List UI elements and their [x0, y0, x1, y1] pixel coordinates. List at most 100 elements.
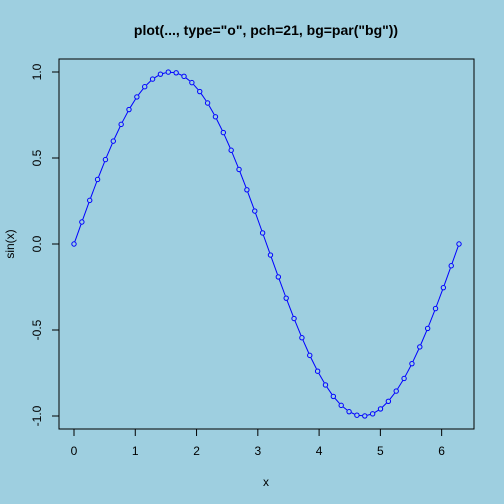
- data-point: [291, 315, 297, 322]
- series-segment: [138, 88, 144, 96]
- data-point: [102, 156, 109, 163]
- y-axis-label: sin(x): [3, 229, 17, 258]
- series-segment: [435, 289, 443, 307]
- series-segment: [113, 126, 121, 139]
- series-segment: [278, 279, 286, 296]
- series-segment: [223, 134, 231, 149]
- data-point: [157, 71, 164, 77]
- data-point: [275, 274, 282, 280]
- data-point: [338, 402, 344, 409]
- data-point: [283, 295, 289, 301]
- data-point: [173, 70, 179, 76]
- data-point: [417, 344, 423, 350]
- data-point: [432, 305, 439, 312]
- data-point: [346, 408, 352, 415]
- x-tick-label: 5: [377, 444, 384, 458]
- data-point: [118, 121, 124, 128]
- data-point: [252, 208, 258, 214]
- data-point: [424, 325, 431, 332]
- series-segment: [412, 349, 420, 362]
- data-point: [409, 360, 415, 367]
- data-point: [134, 94, 140, 100]
- data-point: [314, 368, 321, 374]
- data-point: [94, 176, 101, 183]
- series-segment: [263, 235, 271, 253]
- series-segment: [334, 398, 340, 404]
- y-axis: -1.0 -0.5 0.0 0.5 1.0: [30, 63, 60, 426]
- data-point: [456, 241, 462, 247]
- data-point: [401, 375, 407, 382]
- data-point: [142, 84, 148, 90]
- chart-title: plot(..., type="o", pch=21, bg=par("bg")…: [134, 22, 398, 38]
- x-tick-label: 0: [71, 444, 78, 458]
- x-tick-label: 3: [254, 444, 261, 458]
- data-point: [259, 230, 266, 236]
- data-point: [165, 69, 172, 75]
- series-segment: [351, 412, 355, 415]
- series-segment: [404, 365, 412, 377]
- data-point: [87, 197, 93, 204]
- data-point: [267, 252, 274, 258]
- series-segment: [389, 392, 396, 400]
- series-segment: [208, 105, 215, 115]
- data-point: [236, 166, 242, 173]
- data-point: [79, 219, 85, 225]
- series-segment: [326, 386, 333, 395]
- series-segment: [286, 300, 294, 317]
- data-point: [220, 129, 227, 136]
- y-tick-label: 0.0: [30, 235, 44, 252]
- series-segment: [318, 373, 325, 383]
- series-segment: [443, 268, 451, 286]
- data-point: [149, 76, 156, 82]
- x-tick-label: 4: [316, 444, 323, 458]
- data-point: [354, 412, 360, 418]
- series-segment: [428, 310, 436, 327]
- data-point: [330, 393, 337, 400]
- data-point: [393, 388, 399, 394]
- series-segment: [451, 246, 459, 264]
- series-segment: [342, 406, 348, 411]
- series-segment: [420, 330, 428, 345]
- series-segment: [367, 414, 371, 416]
- data-point: [126, 106, 132, 113]
- data-point: [189, 79, 195, 86]
- series-segment: [310, 357, 317, 370]
- y-tick-label: 0.5: [30, 149, 44, 166]
- data-point: [71, 241, 77, 247]
- data-point: [299, 335, 305, 341]
- data-point: [307, 352, 313, 359]
- series-segment: [255, 213, 263, 231]
- x-axis-label: x: [263, 475, 269, 489]
- series-segment: [74, 224, 82, 242]
- y-tick-label: -0.5: [30, 319, 44, 340]
- series-segment: [239, 171, 247, 188]
- data-point: [385, 398, 392, 404]
- series-segment: [82, 202, 90, 220]
- x-axis: 0 1 2 3 4 5 6: [71, 428, 445, 458]
- data-point: [322, 382, 329, 388]
- series-segment: [162, 72, 166, 74]
- series-segment: [98, 161, 105, 178]
- series-segment: [216, 118, 223, 131]
- data-point: [197, 88, 203, 95]
- data-point: [369, 411, 376, 417]
- data-point: [448, 263, 454, 269]
- data-point: [212, 114, 219, 120]
- series-segment: [193, 84, 199, 90]
- data-point: [244, 187, 250, 193]
- series-segment: [129, 98, 136, 108]
- data-point: [440, 284, 447, 291]
- data-point: [377, 406, 384, 412]
- y-tick-label: 1.0: [30, 63, 44, 80]
- series-segment: [146, 80, 152, 86]
- x-tick-label: 1: [132, 444, 139, 458]
- series-segment: [382, 402, 387, 408]
- series-segment: [294, 320, 302, 336]
- series-segment: [121, 111, 129, 123]
- series-segment: [178, 73, 182, 76]
- series-sin: [71, 69, 462, 419]
- series-segment: [105, 143, 113, 158]
- y-tick-label: -1.0: [30, 405, 44, 426]
